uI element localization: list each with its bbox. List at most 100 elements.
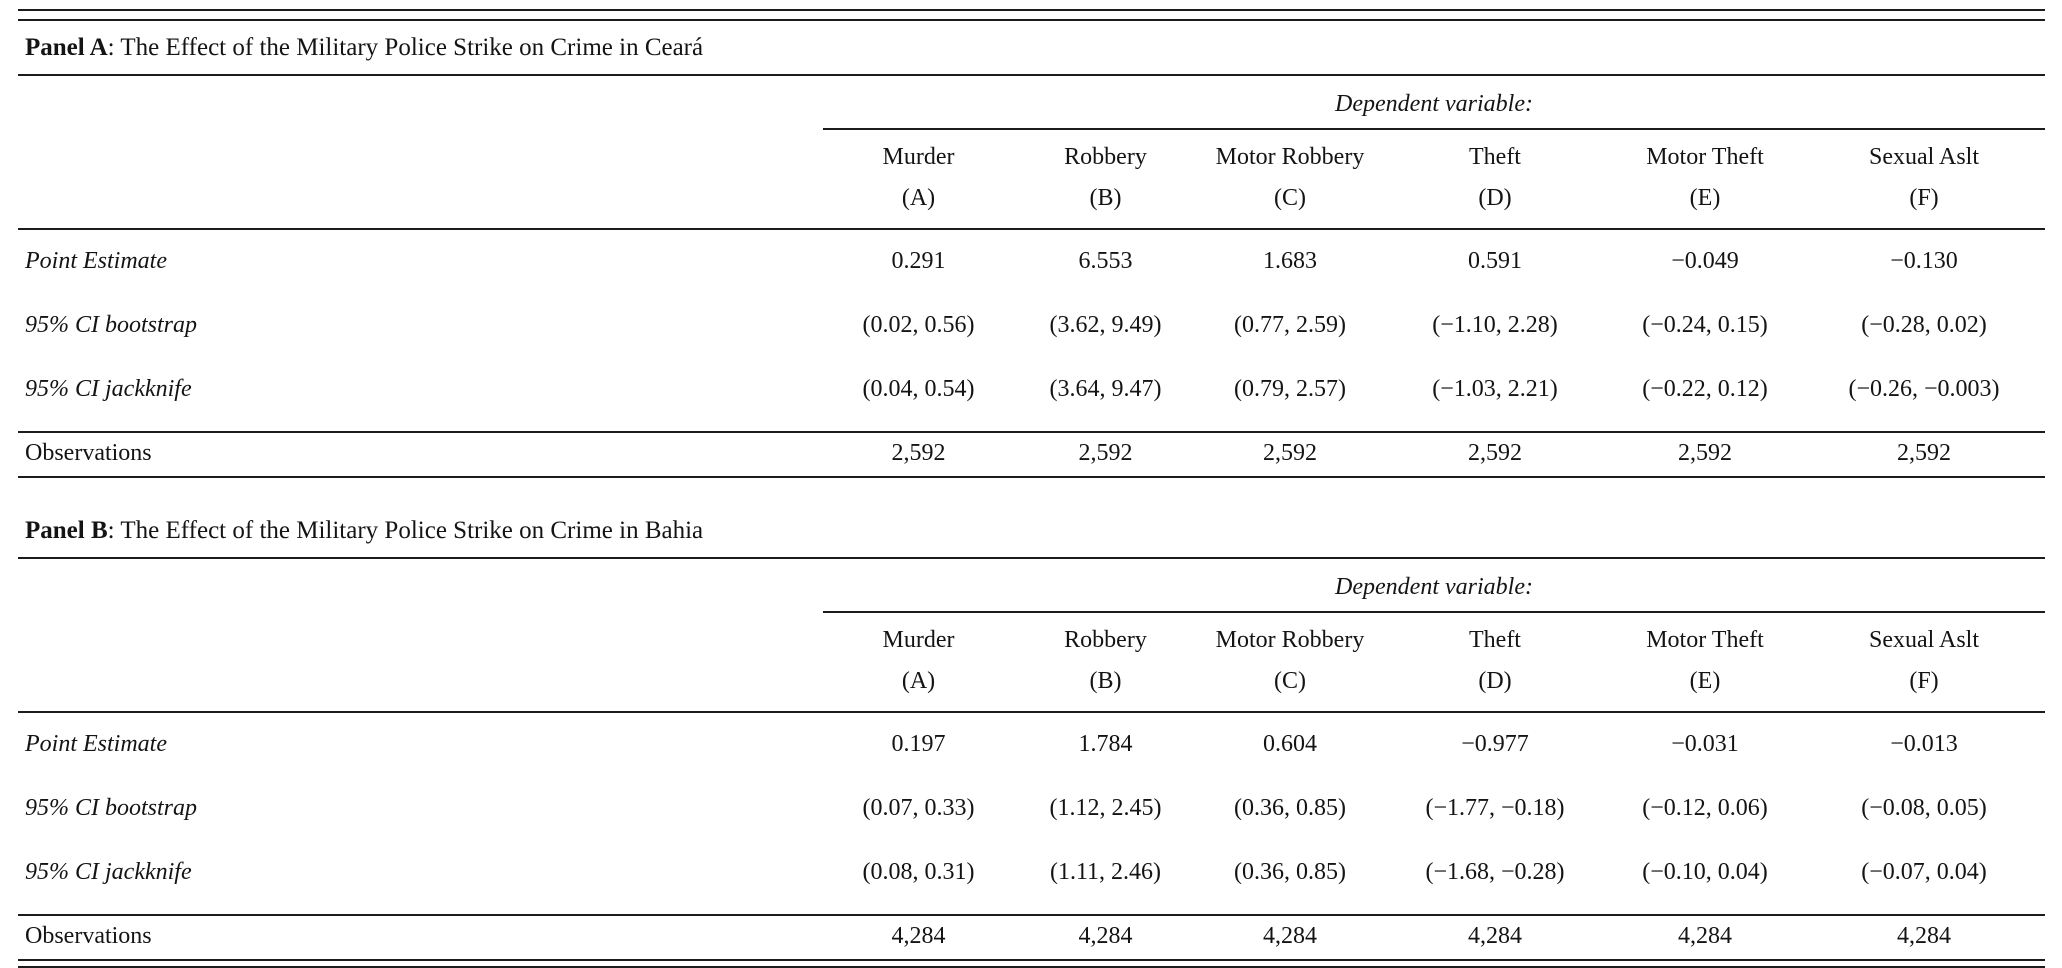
column-letter-f: (F) bbox=[1909, 668, 1939, 694]
value-cell: (0.07, 0.33) bbox=[862, 795, 975, 821]
value-cell: (0.79, 2.57) bbox=[1234, 376, 1346, 402]
empty-cell bbox=[18, 76, 823, 129]
table-top-double-rule bbox=[18, 9, 2045, 21]
row-label-ci-jackknife: 95% CI jackknife bbox=[25, 859, 192, 885]
column-letters-row: (A) (B) (C) (D) (E) (F) bbox=[18, 654, 2045, 712]
table-row-ci-bootstrap: 95% CI bootstrap (0.07, 0.33) (1.12, 2.4… bbox=[18, 777, 2045, 841]
table-row-ci-jackknife: 95% CI jackknife (0.08, 0.31) (1.11, 2.4… bbox=[18, 841, 2045, 915]
observations-row: Observations 2,592 2,592 2,592 2,592 2,5… bbox=[18, 432, 2046, 478]
panel-b-title: Panel B: The Effect of the Military Poli… bbox=[18, 504, 2045, 557]
value-cell: 1.683 bbox=[1263, 248, 1317, 274]
value-cell: (1.12, 2.45) bbox=[1049, 795, 1162, 821]
value-cell: (0.36, 0.85) bbox=[1234, 795, 1346, 821]
column-letter-b: (B) bbox=[1089, 185, 1122, 211]
row-label-ci-bootstrap: 95% CI bootstrap bbox=[25, 795, 198, 821]
value-cell: (1.11, 2.46) bbox=[1049, 859, 1162, 885]
column-header-motor-theft: Motor Theft bbox=[1646, 144, 1764, 170]
column-letter-c: (C) bbox=[1274, 185, 1306, 211]
empty-cell bbox=[18, 171, 823, 229]
table-row-point-estimate: Point Estimate 0.197 1.784 0.604 −0.977 … bbox=[18, 712, 2045, 777]
panel-b-title-rest: : The Effect of the Military Police Stri… bbox=[107, 517, 704, 544]
column-names-row: Murder Robbery Motor Robbery Theft Motor… bbox=[18, 129, 2045, 171]
panel-a-title-rest: : The Effect of the Military Police Stri… bbox=[107, 34, 704, 61]
value-cell: 4,284 bbox=[1197, 915, 1383, 961]
value-cell: 2,592 bbox=[1197, 432, 1383, 478]
value-cell: (0.77, 2.59) bbox=[1234, 312, 1346, 338]
column-letter-c: (C) bbox=[1274, 668, 1306, 694]
value-cell: 2,592 bbox=[1607, 432, 1803, 478]
value-cell: 0.291 bbox=[891, 248, 946, 274]
paper-table-page: Panel A: The Effect of the Military Poli… bbox=[18, 0, 2046, 968]
value-cell: 2,592 bbox=[1803, 432, 2046, 478]
row-label-ci-jackknife: 95% CI jackknife bbox=[25, 376, 192, 402]
value-cell: (−0.24, 0.15) bbox=[1642, 312, 1768, 338]
value-cell: −0.977 bbox=[1461, 731, 1529, 757]
column-header-murder: Murder bbox=[882, 144, 955, 170]
value-cell: 2,592 bbox=[1014, 432, 1197, 478]
value-cell: (3.62, 9.49) bbox=[1049, 312, 1162, 338]
row-label-observations: Observations bbox=[18, 432, 823, 478]
value-cell: (−1.03, 2.21) bbox=[1432, 376, 1558, 402]
value-cell: (−0.12, 0.06) bbox=[1642, 795, 1768, 821]
column-letter-d: (D) bbox=[1478, 668, 1512, 694]
row-label-observations: Observations bbox=[18, 915, 823, 961]
empty-cell bbox=[18, 129, 823, 171]
value-cell: 0.197 bbox=[891, 731, 946, 757]
value-cell: 4,284 bbox=[1803, 915, 2046, 961]
value-cell: (−0.08, 0.05) bbox=[1861, 795, 1987, 821]
column-header-motor-robbery: Motor Robbery bbox=[1215, 144, 1365, 170]
dependent-variable-header: Dependent variable: bbox=[823, 559, 2046, 613]
panel-b-label: Panel B bbox=[25, 517, 108, 544]
dependent-variable-row: Dependent variable: bbox=[18, 559, 2046, 613]
value-cell: −0.013 bbox=[1890, 731, 1958, 757]
column-header-theft: Theft bbox=[1469, 627, 1521, 653]
row-label-ci-bootstrap: 95% CI bootstrap bbox=[25, 312, 198, 338]
value-cell: 0.604 bbox=[1263, 731, 1317, 757]
value-cell: 2,592 bbox=[823, 432, 1014, 478]
value-cell: (−0.26, −0.003) bbox=[1848, 376, 2000, 402]
value-cell: 4,284 bbox=[1014, 915, 1197, 961]
panel-a-title: Panel A: The Effect of the Military Poli… bbox=[18, 21, 2045, 74]
column-letter-a: (A) bbox=[901, 668, 936, 694]
panel-a-label: Panel A bbox=[25, 34, 108, 61]
column-letter-e: (E) bbox=[1689, 185, 1721, 211]
panel-b-table: Dependent variable: Murder Robbery Motor… bbox=[18, 559, 2046, 961]
column-header-motor-robbery: Motor Robbery bbox=[1215, 627, 1365, 653]
row-label-point-estimate: Point Estimate bbox=[25, 731, 167, 757]
panel-a: Panel A: The Effect of the Military Poli… bbox=[18, 21, 2046, 478]
value-cell: 6.553 bbox=[1078, 248, 1133, 274]
observations-row: Observations 4,284 4,284 4,284 4,284 4,2… bbox=[18, 915, 2046, 961]
value-cell: (0.04, 0.54) bbox=[862, 376, 975, 402]
column-header-robbery: Robbery bbox=[1064, 627, 1147, 653]
column-header-sexual-aslt: Sexual Aslt bbox=[1869, 144, 1980, 170]
panel-b: Panel B: The Effect of the Military Poli… bbox=[18, 504, 2046, 968]
panel-a-table: Dependent variable: Murder Robbery Motor… bbox=[18, 76, 2046, 478]
value-cell: (−0.28, 0.02) bbox=[1861, 312, 1987, 338]
column-names-row: Murder Robbery Motor Robbery Theft Motor… bbox=[18, 612, 2045, 654]
value-cell: (−1.68, −0.28) bbox=[1425, 859, 1565, 885]
value-cell: (−1.10, 2.28) bbox=[1432, 312, 1558, 338]
column-letter-e: (E) bbox=[1689, 668, 1721, 694]
value-cell: 0.591 bbox=[1468, 248, 1522, 274]
value-cell: 4,284 bbox=[1607, 915, 1803, 961]
value-cell: (−0.07, 0.04) bbox=[1861, 859, 1987, 885]
column-letter-d: (D) bbox=[1478, 185, 1512, 211]
panel-b-title-rule bbox=[18, 557, 2045, 559]
value-cell: (−1.77, −0.18) bbox=[1425, 795, 1565, 821]
value-cell: −0.049 bbox=[1671, 248, 1739, 274]
column-header-robbery: Robbery bbox=[1064, 144, 1147, 170]
value-cell: 4,284 bbox=[823, 915, 1014, 961]
column-letter-f: (F) bbox=[1909, 185, 1939, 211]
table-row-point-estimate: Point Estimate 0.291 6.553 1.683 0.591 −… bbox=[18, 229, 2045, 294]
value-cell: (−0.22, 0.12) bbox=[1642, 376, 1768, 402]
dependent-variable-header: Dependent variable: bbox=[823, 76, 2046, 130]
value-cell: −0.031 bbox=[1671, 731, 1739, 757]
value-cell: −0.130 bbox=[1890, 248, 1958, 274]
value-cell: (−0.10, 0.04) bbox=[1642, 859, 1768, 885]
value-cell: 1.784 bbox=[1078, 731, 1133, 757]
value-cell: (0.36, 0.85) bbox=[1234, 859, 1346, 885]
row-label-point-estimate: Point Estimate bbox=[25, 248, 167, 274]
value-cell: (0.02, 0.56) bbox=[862, 312, 975, 338]
panel-a-title-rule bbox=[18, 74, 2045, 76]
column-header-murder: Murder bbox=[882, 627, 955, 653]
